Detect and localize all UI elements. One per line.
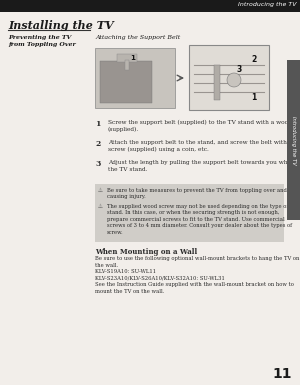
Text: Introducing the TV: Introducing the TV (291, 116, 296, 164)
Text: Installing the TV: Installing the TV (8, 20, 114, 31)
Bar (117, 54, 137, 62)
Text: 3: 3 (95, 160, 100, 168)
Circle shape (227, 73, 241, 87)
Bar (100, 61, 152, 103)
Text: The supplied wood screw may not be used depending on the type of TV
stand. In th: The supplied wood screw may not be used … (107, 204, 297, 234)
Text: 1: 1 (95, 120, 100, 128)
Bar (95, 184, 284, 242)
Bar (287, 60, 300, 220)
Bar (0, 0, 300, 12)
Text: Be sure to use the following optional wall-mount brackets to hang the TV on
the : Be sure to use the following optional wa… (95, 256, 299, 294)
Text: 2: 2 (95, 140, 100, 148)
Text: Adjust the length by pulling the support belt towards you while holding
the TV s: Adjust the length by pulling the support… (108, 160, 300, 172)
Text: When Mounting on a Wall: When Mounting on a Wall (95, 248, 197, 256)
Text: 3: 3 (236, 65, 242, 75)
Text: 11: 11 (272, 367, 292, 381)
Text: Attach the support belt to the stand, and screw the belt with a securing
screw (: Attach the support belt to the stand, an… (108, 140, 300, 152)
Text: 1: 1 (251, 92, 256, 102)
Bar (189, 45, 269, 110)
Text: 2: 2 (251, 55, 256, 65)
Text: ⚠: ⚠ (98, 188, 103, 193)
Text: Be sure to take measures to prevent the TV from toppling over and
causing injury: Be sure to take measures to prevent the … (107, 188, 287, 199)
Text: Preventing the TV
from Toppling Over: Preventing the TV from Toppling Over (8, 35, 76, 47)
Text: 1: 1 (130, 55, 135, 61)
Text: Introducing the TV: Introducing the TV (238, 2, 296, 7)
Text: Screw the support belt (supplied) to the TV stand with a wood screw
(supplied).: Screw the support belt (supplied) to the… (108, 120, 300, 132)
Bar (125, 60, 129, 70)
Bar (95, 48, 175, 108)
Text: ⚠: ⚠ (98, 204, 103, 209)
Bar (214, 65, 220, 100)
Text: Attaching the Support Belt: Attaching the Support Belt (95, 35, 180, 40)
